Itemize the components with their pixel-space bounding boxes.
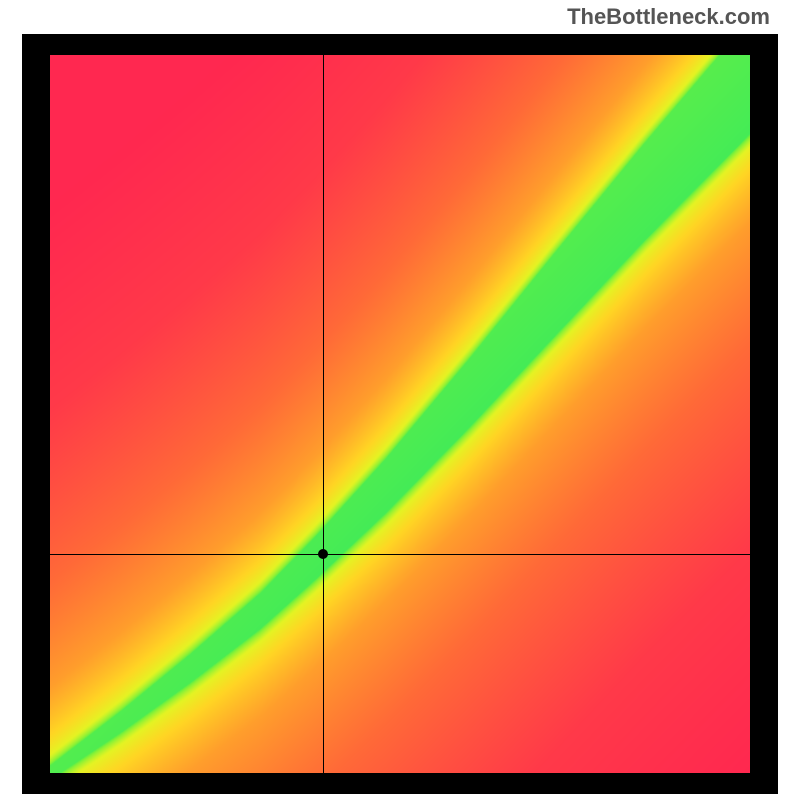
crosshair-marker [318,549,328,559]
chart-container: TheBottleneck.com [0,0,800,800]
crosshair-vertical [323,55,324,773]
heatmap-canvas [50,55,750,773]
crosshair-horizontal [50,554,750,555]
watermark-text: TheBottleneck.com [567,4,770,30]
